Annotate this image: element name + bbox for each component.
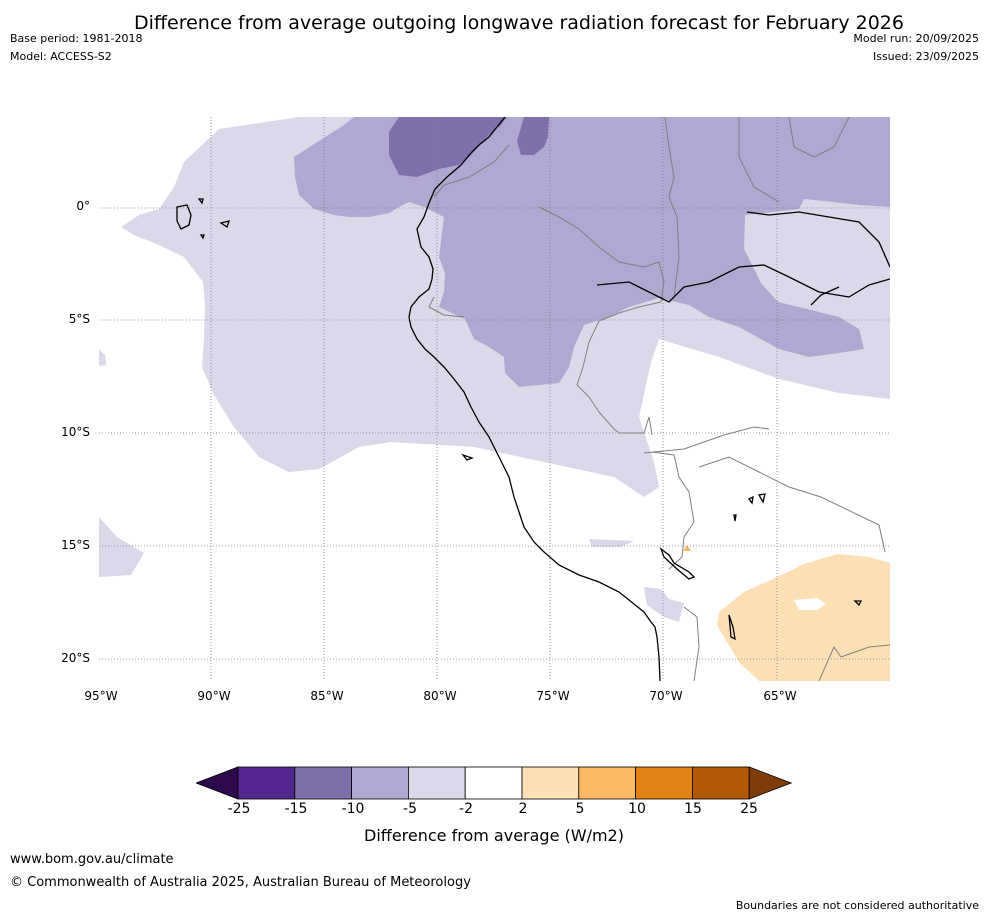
lat-label-5s: 5°S: [68, 312, 90, 326]
colorbar-segments: [196, 766, 793, 800]
colorbar-tick: 10: [628, 801, 646, 817]
website-link[interactable]: www.bom.gov.au/climate: [10, 852, 174, 867]
lon-label-70w: 70°W: [649, 689, 683, 703]
anomaly-region-medium: [294, 117, 890, 387]
lat-label-15s: 15°S: [61, 538, 90, 552]
colorbar-tick: -2: [459, 801, 473, 817]
lon-label-80w: 80°W: [423, 689, 457, 703]
chart-title: Difference from average outgoing longwav…: [134, 12, 904, 34]
anomaly-region-light-s: [589, 539, 634, 547]
anomaly-region-dark: [389, 117, 507, 177]
colorbar-tick: -25: [227, 801, 251, 817]
anomaly-region-light-sw: [99, 517, 144, 577]
colorbar-tick: -15: [284, 801, 308, 817]
colorbar-segment: [407, 766, 466, 800]
copyright-text: © Commonwealth of Australia 2025, Austra…: [10, 875, 471, 890]
colorbar-caption: Difference from average (W/m2): [364, 826, 624, 845]
anomaly-region-medium-w: [454, 277, 475, 322]
colorbar-arrow-high: [748, 766, 793, 800]
colorbar-segment: [635, 766, 693, 800]
colorbar-segment: [691, 766, 750, 800]
anomaly-region-positive-small: [683, 545, 691, 551]
anomaly-region-light-w: [99, 349, 106, 366]
colorbar-arrow-low: [196, 766, 239, 800]
colorbar-segment: [578, 766, 636, 800]
colorbar-tick: 5: [575, 801, 585, 817]
lat-label-0: 0°: [76, 199, 90, 213]
metadata-left: Base period: 1981-2018 Model: ACCESS-S2: [10, 30, 142, 66]
lat-label-10s: 10°S: [61, 425, 90, 439]
disclaimer-text: Boundaries are not considered authoritat…: [735, 899, 979, 912]
anomaly-map: [99, 117, 890, 681]
colorbar-segment: [464, 766, 523, 800]
lon-label-85w: 85°W: [310, 689, 344, 703]
country-borders: [428, 117, 890, 681]
lon-label-75w: 75°W: [536, 689, 570, 703]
colorbar-segment: [521, 766, 580, 800]
colorbar-segment: [237, 766, 296, 800]
colorbar-tick: 15: [684, 801, 702, 817]
anomaly-hole: [794, 598, 826, 610]
anomaly-region-light-s2: [644, 587, 684, 622]
lon-label-95w: 95°W: [84, 689, 118, 703]
colorbar-segment: [294, 766, 353, 800]
colorbar-segment: [351, 766, 409, 800]
anomaly-region-dark-2: [517, 117, 549, 155]
model-run: Model run: 20/09/2025: [853, 32, 979, 45]
colorbar-tick: -5: [403, 801, 417, 817]
lon-label-90w: 90°W: [197, 689, 231, 703]
lat-label-20s: 20°S: [61, 651, 90, 665]
issued-date: Issued: 23/09/2025: [872, 50, 979, 63]
colorbar-tick: 2: [518, 801, 528, 817]
base-period: Base period: 1981-2018: [10, 32, 143, 45]
metadata-right: Model run: 20/09/2025 Issued: 23/09/2025: [853, 30, 979, 66]
coastline: [176, 117, 863, 681]
rivers: [596, 211, 890, 306]
anomaly-region-positive: [717, 554, 890, 681]
lon-label-65w: 65°W: [763, 689, 797, 703]
graticule: [99, 117, 890, 681]
colorbar: [196, 766, 793, 800]
model-name: Model: ACCESS-S2: [10, 50, 112, 63]
colorbar-tick: 25: [740, 801, 758, 817]
colorbar-tick: -10: [341, 801, 365, 817]
